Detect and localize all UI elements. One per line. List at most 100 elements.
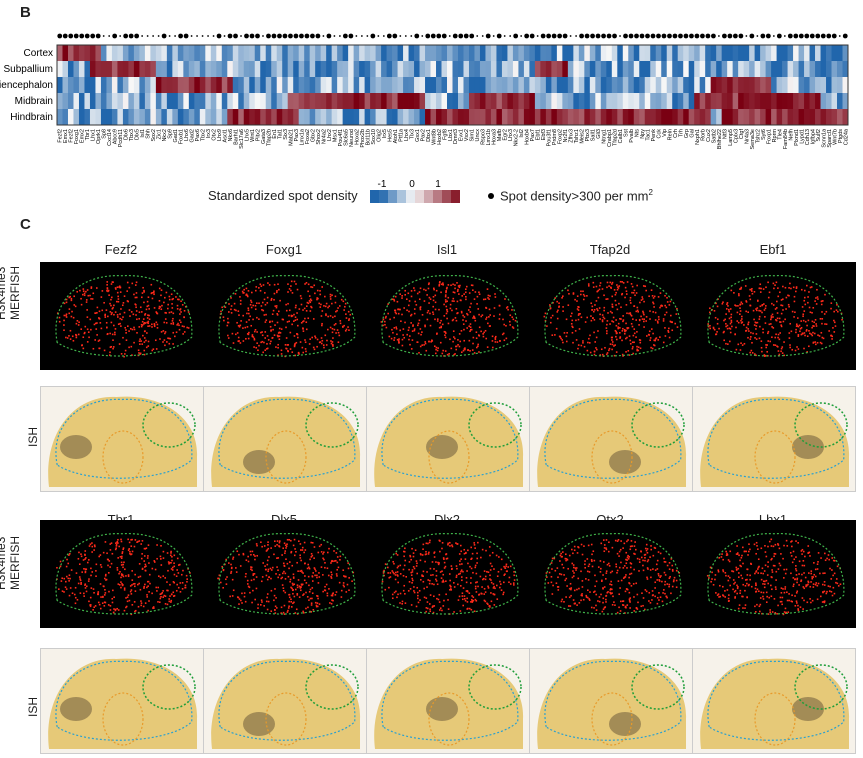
heatmap-column-label: Ascl1 xyxy=(223,129,229,142)
heatmap-cell xyxy=(529,77,536,93)
heatmap-cell xyxy=(622,109,629,125)
density-dot xyxy=(760,33,766,39)
heatmap-cell xyxy=(188,61,195,77)
density-dot xyxy=(540,33,546,39)
heatmap-cell xyxy=(688,109,695,125)
heatmap-cell xyxy=(842,45,849,61)
heatmap-cell xyxy=(842,61,849,77)
heatmap-cell xyxy=(545,109,552,125)
heatmap-cell xyxy=(683,77,690,93)
heatmap-cell xyxy=(381,77,387,93)
heatmap-cell xyxy=(507,77,514,93)
heatmap-cell xyxy=(227,93,234,109)
heatmap-cell xyxy=(804,45,810,61)
heatmap-cell xyxy=(727,45,734,61)
heatmap-cell xyxy=(414,61,420,77)
heatmap-cell xyxy=(589,109,596,125)
heatmap-cell xyxy=(749,109,756,125)
heatmap-cell xyxy=(205,77,212,93)
heatmap-cell xyxy=(694,61,701,77)
heatmap-cell xyxy=(485,45,492,61)
heatmap-cell xyxy=(282,77,289,93)
density-dot xyxy=(207,35,209,37)
heatmap-cell xyxy=(760,77,767,93)
heatmap-cell xyxy=(595,93,602,109)
heatmap-cell xyxy=(589,45,596,61)
heatmap-cell xyxy=(534,45,541,61)
heatmap-cell xyxy=(161,61,168,77)
heatmap-cell xyxy=(490,93,497,109)
heatmap-cell xyxy=(205,93,212,109)
heatmap-cell xyxy=(122,61,129,77)
density-dot xyxy=(436,33,442,39)
heatmap-cell xyxy=(172,77,179,93)
density-dot xyxy=(255,33,260,39)
heatmap-column-label: Lbx1 xyxy=(448,129,454,141)
heatmap-column-label: Lmx1a xyxy=(299,128,305,145)
heatmap-cell xyxy=(293,77,300,93)
heatmap-cell xyxy=(771,61,777,77)
heatmap-row-label: Midbrain xyxy=(15,96,53,107)
heatmap-column-label: Tle4 xyxy=(777,129,783,140)
heatmap-cell xyxy=(348,77,355,93)
heatmap-cell xyxy=(78,77,85,93)
heatmap-cell xyxy=(831,61,838,77)
heatmap-cell xyxy=(287,45,294,61)
heatmap-cell xyxy=(540,93,547,109)
heatmap-cell xyxy=(67,93,74,109)
legend-swatch xyxy=(397,190,406,203)
density-dot xyxy=(628,33,634,39)
heatmap-cell xyxy=(243,93,250,109)
heatmap-cell xyxy=(699,45,706,61)
heatmap-cell xyxy=(166,77,173,93)
heatmap-cell xyxy=(606,109,613,125)
heatmap-cell xyxy=(315,109,322,125)
heatmap-cell xyxy=(199,61,206,77)
heatmap-cell xyxy=(57,45,63,61)
heatmap-cell xyxy=(89,45,96,61)
heatmap-cell xyxy=(732,61,739,77)
density-dot xyxy=(216,33,222,39)
heatmap-cell xyxy=(150,109,157,125)
heatmap-cell xyxy=(589,61,596,77)
heatmap-column-label: Gad1 xyxy=(173,129,179,142)
heatmap-cell xyxy=(611,93,618,109)
heatmap-cell xyxy=(721,45,728,61)
density-dot xyxy=(722,33,727,39)
heatmap-cell xyxy=(551,45,558,61)
gene-title-fezf2: Fezf2 xyxy=(104,242,138,257)
heatmap-cell xyxy=(655,93,662,109)
row-label-line2: MERFISH xyxy=(8,266,22,320)
heatmap-cell xyxy=(529,61,536,77)
heatmap-row-label: Cortex xyxy=(24,48,53,59)
heatmap-cell xyxy=(177,45,184,61)
heatmap-cell xyxy=(370,61,376,77)
heatmap-cell xyxy=(205,45,212,61)
heatmap-cell xyxy=(430,61,437,77)
heatmap-cell xyxy=(315,45,322,61)
heatmap-cell xyxy=(639,109,646,125)
density-dot xyxy=(299,33,304,39)
density-dot xyxy=(705,33,711,39)
heatmap-column-label: Phox2b xyxy=(360,129,366,148)
row-label-ish-bottom: ISH xyxy=(26,697,40,718)
merfish-image-fezf2 xyxy=(40,262,204,370)
heatmap-cell xyxy=(381,93,387,109)
density-dot xyxy=(634,33,639,39)
heatmap-column-label: Hes5 xyxy=(387,129,393,142)
heatmap-cell xyxy=(672,77,679,93)
legend-swatch xyxy=(424,190,433,203)
heatmap-cell xyxy=(787,93,794,109)
heatmap-column-label: Ptgds xyxy=(838,129,844,143)
heatmap-cell xyxy=(518,61,525,77)
heatmap-column-label: Hoxb2 xyxy=(437,129,443,145)
heatmap-cell xyxy=(738,77,745,93)
heatmap-cell xyxy=(463,109,470,125)
heatmap-cell xyxy=(111,93,118,109)
heatmap-cell xyxy=(507,45,514,61)
density-dot xyxy=(386,33,392,39)
density-dot xyxy=(441,33,447,39)
heatmap-cell xyxy=(425,61,431,77)
density-dot xyxy=(146,35,149,37)
heatmap-cell xyxy=(837,61,843,77)
